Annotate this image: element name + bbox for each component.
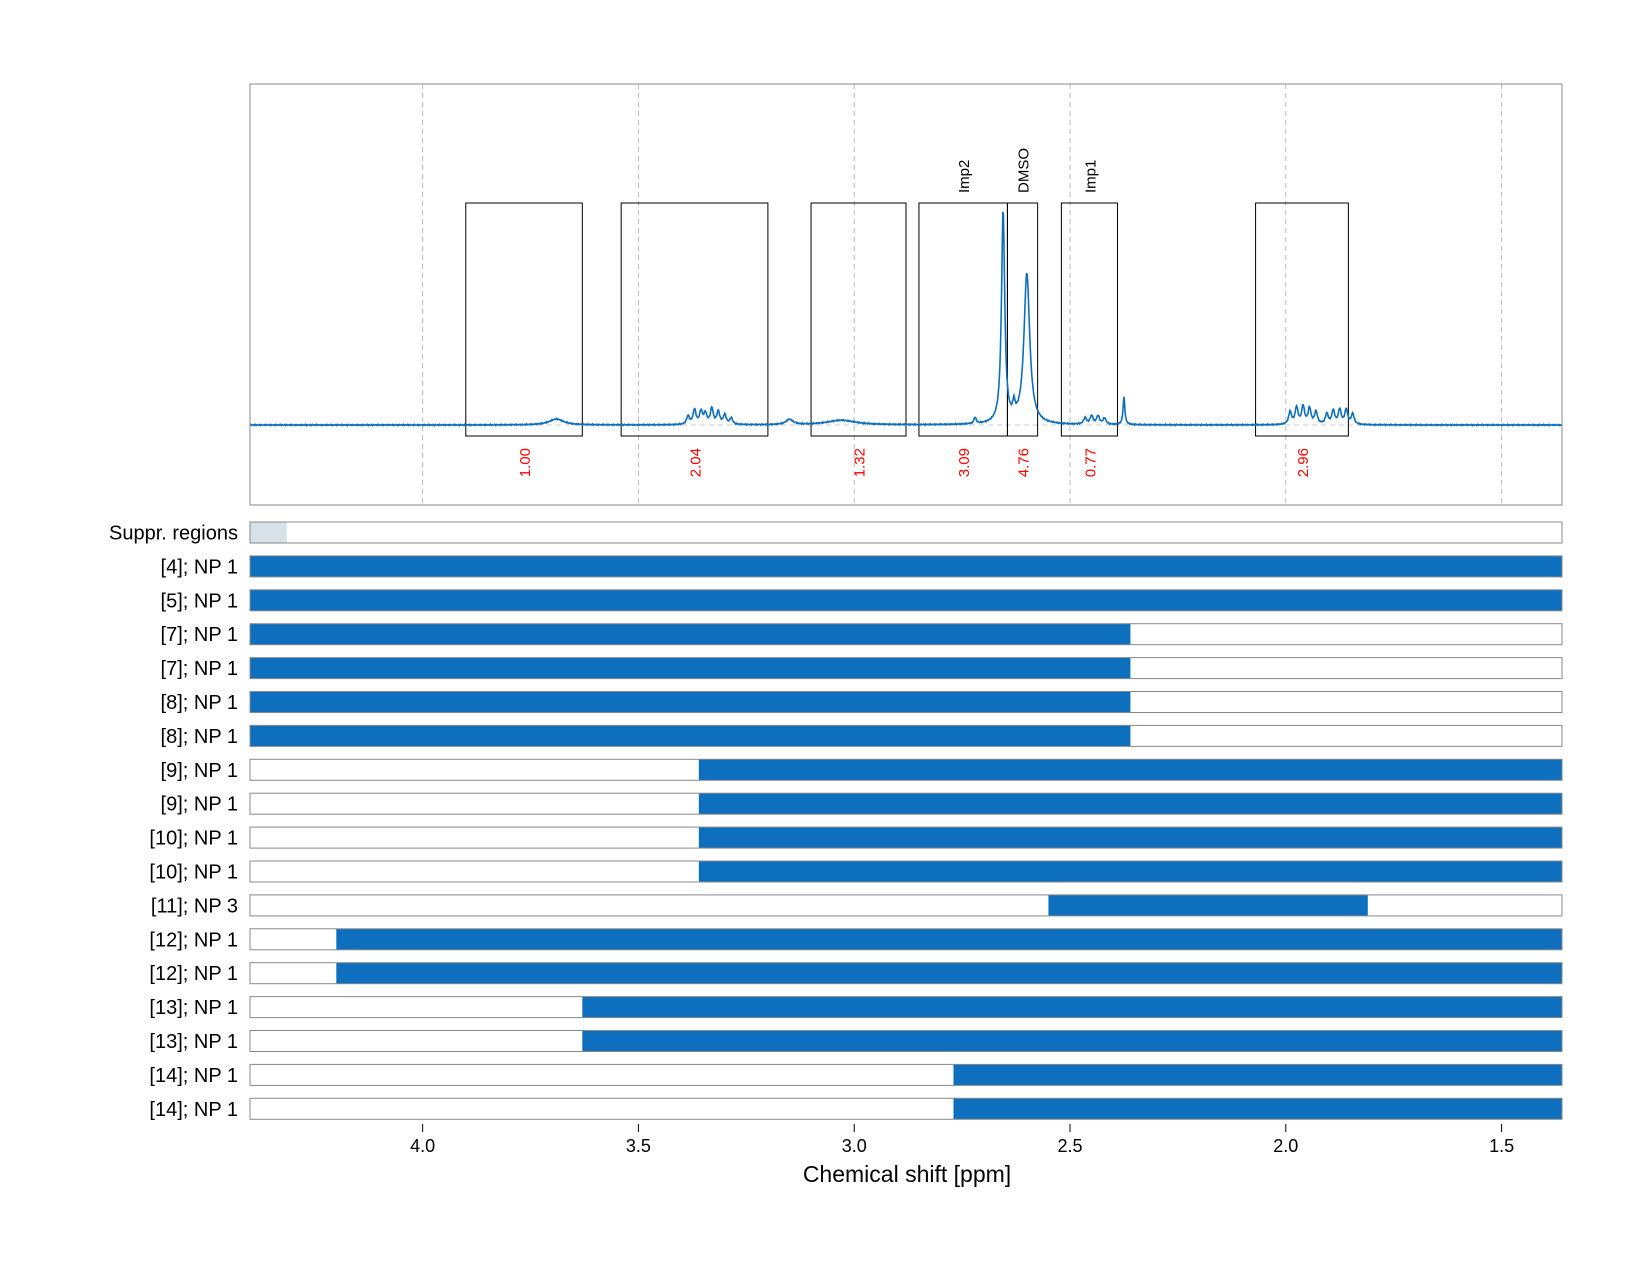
range-bar-5 bbox=[250, 691, 1131, 713]
x-tick-label-1: 3.5 bbox=[626, 1136, 651, 1156]
range-row-frame-5 bbox=[249, 691, 1563, 713]
x-axis-label: Chemical shift [ppm] bbox=[803, 1161, 1011, 1187]
range-row-frame-7 bbox=[249, 758, 1563, 781]
range-row-label-6: [8]; NP 1 bbox=[161, 726, 238, 748]
range-row-label-17: [14]; NP 1 bbox=[149, 1099, 238, 1121]
range-row-label-7: [9]; NP 1 bbox=[161, 760, 238, 782]
integration-box-2 bbox=[810, 202, 907, 437]
integration-regions: 1.00 2.04 1.32 3.09 Imp2 4.76 DMSO 0.77 Imp1 2.96 bbox=[465, 148, 1349, 477]
range-bar-6 bbox=[250, 725, 1131, 747]
integral-value-2: 1.32 bbox=[852, 448, 869, 477]
x-tick-label-4: 2.0 bbox=[1273, 1136, 1298, 1156]
range-row-label-10: [10]; NP 1 bbox=[149, 862, 238, 884]
integration-box-3 bbox=[918, 202, 1008, 437]
region-label-4: DMSO bbox=[1016, 148, 1033, 193]
range-row-label-4: [7]; NP 1 bbox=[161, 658, 238, 680]
range-bar-9 bbox=[698, 827, 1562, 849]
range-row-label-16: [14]; NP 1 bbox=[149, 1065, 238, 1087]
integral-value-3: 3.09 bbox=[956, 448, 973, 477]
x-tick-label-0: 4.0 bbox=[410, 1136, 435, 1156]
range-rows: Suppr. regions [4]; NP 1 [5]; NP 1 [7]; NP … bbox=[109, 521, 1563, 1121]
range-row-frame-14 bbox=[249, 996, 1563, 1019]
range-row-label-11: [11]; NP 3 bbox=[151, 895, 238, 917]
range-row-frame-11 bbox=[249, 894, 1563, 917]
range-row-label-13: [12]; NP 1 bbox=[149, 963, 238, 985]
range-bar-16 bbox=[953, 1064, 1562, 1086]
range-row-frame-15 bbox=[249, 1030, 1563, 1052]
integral-value-4: 4.76 bbox=[1016, 448, 1033, 477]
range-row-frame-8 bbox=[249, 792, 1563, 815]
range-bar-17 bbox=[953, 1098, 1562, 1120]
range-row-label-1: [4]; NP 1 bbox=[161, 556, 238, 578]
spectrum-line bbox=[249, 211, 1563, 428]
range-bar-2 bbox=[250, 589, 1562, 611]
range-row-frame-1 bbox=[249, 555, 1563, 578]
range-row-label-9: [10]; NP 1 bbox=[149, 828, 238, 850]
range-row-label-12: [12]; NP 1 bbox=[149, 929, 238, 951]
range-row-frame-13 bbox=[249, 962, 1563, 985]
region-label-5: Imp1 bbox=[1082, 160, 1099, 193]
integral-value-6: 2.96 bbox=[1295, 448, 1312, 477]
range-row-label-3: [7]; NP 1 bbox=[161, 624, 238, 646]
range-bar-3 bbox=[250, 623, 1131, 645]
range-row-label-14: [13]; NP 1 bbox=[149, 997, 238, 1019]
range-bar-1 bbox=[250, 555, 1562, 577]
integral-value-0: 1.00 bbox=[517, 448, 534, 477]
integral-value-1: 2.04 bbox=[688, 448, 705, 477]
range-bar-11 bbox=[1048, 894, 1368, 916]
range-row-frame-9 bbox=[249, 826, 1563, 849]
range-bar-0 bbox=[250, 522, 287, 543]
range-row-frame-12 bbox=[249, 928, 1563, 951]
range-row-frame-2 bbox=[249, 589, 1563, 612]
integration-box-5 bbox=[1060, 202, 1118, 437]
range-row-frame-17 bbox=[249, 1097, 1563, 1120]
region-label-3: Imp2 bbox=[956, 160, 973, 193]
range-bar-4 bbox=[250, 657, 1131, 679]
range-row-label-15: [13]; NP 1 bbox=[149, 1031, 238, 1053]
range-bar-12 bbox=[336, 928, 1562, 950]
integration-box-4 bbox=[1006, 202, 1039, 437]
range-row-label-0: Suppr. regions bbox=[109, 523, 238, 545]
range-row-frame-10 bbox=[249, 860, 1563, 883]
integration-box-0 bbox=[465, 202, 583, 437]
x-tick-label-3: 2.5 bbox=[1057, 1136, 1082, 1156]
range-bar-8 bbox=[698, 793, 1562, 815]
spectrum-panel-frame bbox=[249, 83, 1563, 506]
integral-value-5: 0.77 bbox=[1082, 448, 1099, 477]
x-tick-label-2: 3.0 bbox=[842, 1136, 867, 1156]
range-bar-14 bbox=[582, 996, 1562, 1018]
x-axis: 4.0 3.5 3.0 2.5 2.0 1.5 bbox=[410, 1124, 1514, 1156]
range-bar-7 bbox=[698, 759, 1562, 781]
x-tick-label-5: 1.5 bbox=[1489, 1136, 1514, 1156]
range-row-label-5: [8]; NP 1 bbox=[161, 692, 238, 714]
range-bar-15 bbox=[582, 1030, 1562, 1052]
range-row-frame-0 bbox=[249, 521, 1563, 544]
range-row-label-2: [5]; NP 1 bbox=[161, 590, 238, 612]
range-bar-13 bbox=[336, 962, 1562, 984]
range-row-label-8: [9]; NP 1 bbox=[161, 794, 238, 816]
range-row-frame-6 bbox=[249, 724, 1563, 747]
range-row-frame-4 bbox=[249, 657, 1563, 680]
range-bar-10 bbox=[698, 861, 1562, 882]
integration-box-1 bbox=[620, 202, 769, 437]
range-row-frame-3 bbox=[249, 623, 1563, 646]
integration-box-6 bbox=[1255, 202, 1349, 437]
range-row-frame-16 bbox=[249, 1063, 1563, 1086]
